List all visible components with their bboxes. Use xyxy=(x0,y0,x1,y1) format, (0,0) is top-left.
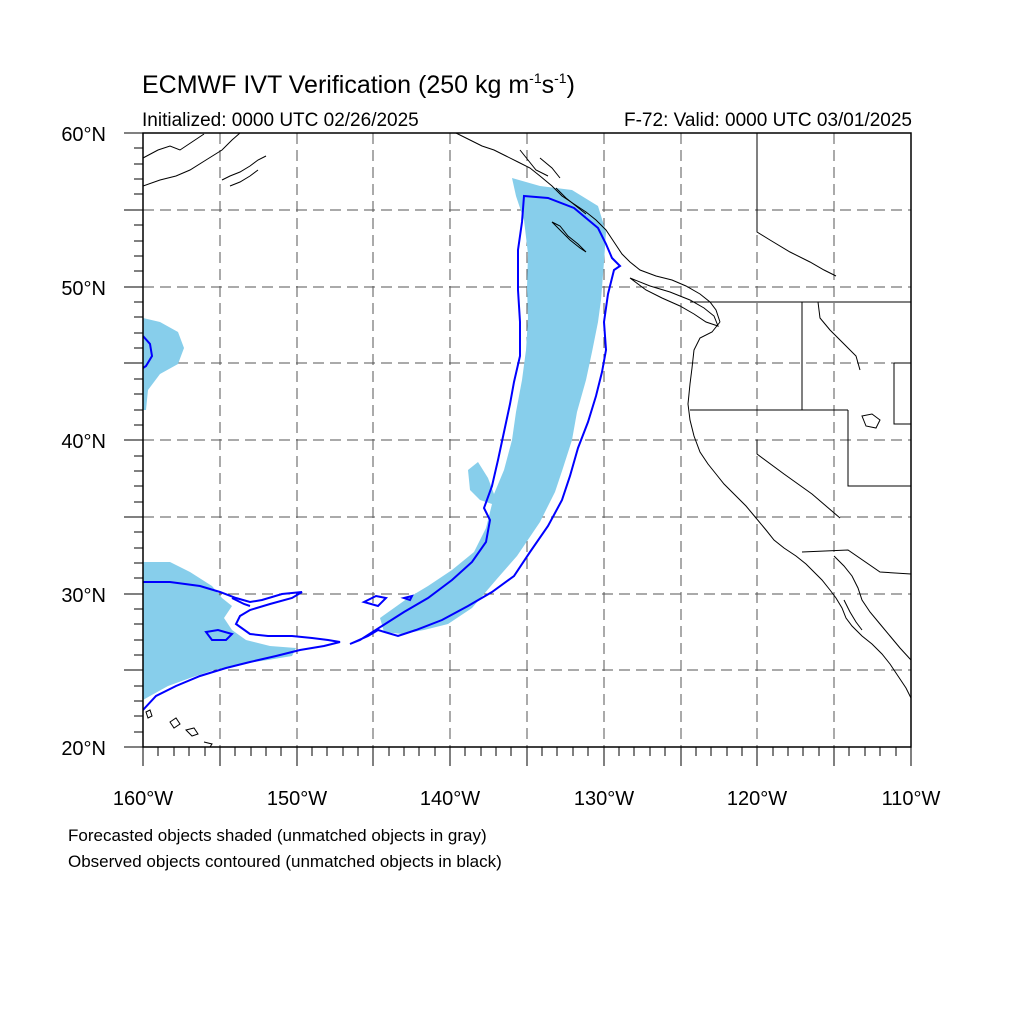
lat-labels: 60°N 50°N 40°N 30°N 20°N xyxy=(61,124,106,760)
valid-time-label: F-72: Valid: 0000 UTC 03/01/2025 xyxy=(624,110,912,131)
title-exponent-1: -1 xyxy=(529,70,542,86)
coastlines xyxy=(143,133,911,747)
observed-contour-west xyxy=(143,581,341,711)
lon-label: 130°W xyxy=(574,788,634,810)
title-exponent-2: -1 xyxy=(554,70,567,86)
lon-label: 110°W xyxy=(882,788,941,810)
lat-label: 40°N xyxy=(61,431,106,453)
lon-label: 140°W xyxy=(420,788,480,810)
title-text-mid: s xyxy=(541,71,555,99)
axis-ticks xyxy=(124,132,912,766)
forecast-object-northwest xyxy=(143,318,184,410)
legend-forecast-note: Forecasted objects shaded (unmatched obj… xyxy=(68,826,487,845)
initialized-label: Initialized: 0000 UTC 02/26/2025 xyxy=(142,110,419,131)
lon-label: 150°W xyxy=(267,788,327,810)
observed-contour-northwest xyxy=(143,335,154,369)
lat-label: 20°N xyxy=(61,738,106,760)
lat-label: 60°N xyxy=(61,124,106,146)
legend-observed-note: Observed objects contoured (unmatched ob… xyxy=(68,852,502,871)
title-text: ECMWF IVT Verification (250 kg m xyxy=(142,71,530,99)
lon-label: 120°W xyxy=(727,788,787,810)
lat-label: 30°N xyxy=(61,585,106,607)
observed-contour-main xyxy=(349,194,622,645)
observed-contours xyxy=(143,194,622,711)
forecast-object-main xyxy=(380,178,606,634)
title-text-end: ) xyxy=(566,71,575,99)
chart-title: ECMWF IVT Verification (250 kg m-1s-1) xyxy=(142,70,575,100)
lon-label: 160°W xyxy=(113,788,173,810)
lon-labels: 160°W 150°W 140°W 130°W 120°W 110°W xyxy=(113,788,941,810)
forecast-objects xyxy=(143,178,606,700)
lat-label: 50°N xyxy=(61,278,106,300)
